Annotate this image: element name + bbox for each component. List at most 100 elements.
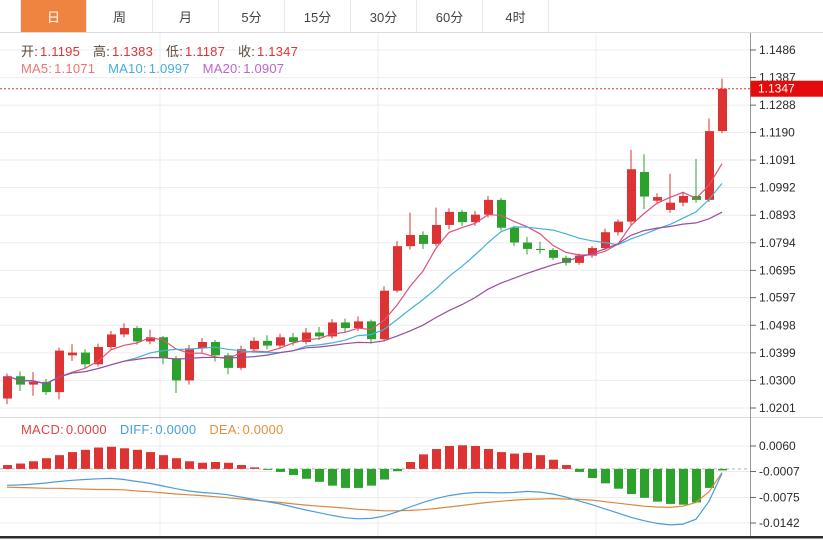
- candle-body: [627, 169, 636, 222]
- tab-m15[interactable]: 15分: [285, 0, 351, 32]
- candle-body: [588, 248, 597, 256]
- y-axis-label: 1.0794: [759, 236, 796, 250]
- tab-m5[interactable]: 5分: [219, 0, 285, 32]
- candle-body: [432, 224, 441, 244]
- ohlc-low: 低: 1.1187: [166, 44, 226, 59]
- macd-bar: [16, 463, 25, 469]
- macd-bar: [3, 465, 12, 469]
- tab-month[interactable]: 月: [153, 0, 219, 32]
- candle-body: [133, 328, 142, 342]
- candle-body: [367, 321, 376, 340]
- macd-bar: [523, 452, 532, 469]
- period-tabbar: 日周月 5分 15分 30分 60分 4时: [0, 0, 823, 33]
- tab-week[interactable]: 周: [87, 0, 153, 32]
- candle-body: [458, 211, 467, 223]
- candle-body: [250, 340, 259, 350]
- candle-body: [159, 337, 168, 359]
- tab-day[interactable]: 日: [20, 0, 87, 32]
- macd-bar: [185, 461, 194, 469]
- macd-bar: [55, 455, 64, 469]
- macd-bar: [627, 468, 636, 495]
- macd-bar: [640, 468, 649, 498]
- diff-line: [6, 473, 723, 526]
- y-axis-label: -0.0142: [759, 516, 800, 530]
- macd-bar: [367, 468, 376, 486]
- macd-bar: [146, 452, 155, 469]
- tab-h4[interactable]: 4时: [483, 0, 549, 32]
- macd-ind-dea: DEA: 0.0000: [209, 422, 284, 437]
- macd-bar: [679, 468, 688, 505]
- tab-m30[interactable]: 30分: [351, 0, 417, 32]
- candle-body: [3, 376, 12, 399]
- macd-bar: [120, 448, 129, 469]
- macd-ind-macd: MACD: 0.0000: [21, 422, 107, 437]
- dea-line: [6, 472, 723, 512]
- candle-body: [328, 322, 337, 337]
- candle-body: [146, 337, 155, 342]
- y-axis-label: 1.1288: [759, 98, 796, 112]
- candle-body: [172, 358, 181, 381]
- y-axis-label: 1.1091: [759, 153, 796, 167]
- macd-bar: [29, 461, 38, 469]
- candle-body: [419, 234, 428, 244]
- y-axis-label: -0.0007: [759, 465, 800, 479]
- y-axis-label: 1.0695: [759, 263, 796, 277]
- macd-bar: [172, 458, 181, 469]
- macd-bar: [653, 468, 662, 502]
- candle-body: [198, 341, 207, 349]
- macd-bar: [614, 468, 623, 489]
- candle-body: [55, 350, 64, 393]
- ohlc-open: 开: 1.1195: [21, 44, 81, 59]
- macd-bar: [588, 468, 597, 479]
- candle-body: [302, 332, 311, 342]
- candle-body: [679, 195, 688, 203]
- macd-bar: [419, 454, 428, 469]
- macd-bar: [237, 465, 246, 469]
- macd-bar: [289, 468, 298, 475]
- y-axis-label: 1.1486: [759, 43, 796, 57]
- macd-bar: [471, 446, 480, 469]
- y-axis-label: 1.0300: [759, 373, 796, 387]
- candle-body: [445, 211, 454, 225]
- macd-bar: [211, 462, 220, 469]
- candle-body: [224, 355, 233, 368]
- candle-body: [549, 250, 558, 258]
- y-axis-label: 1.0597: [759, 291, 796, 305]
- candle-body: [575, 255, 584, 263]
- macd-bar: [276, 468, 285, 472]
- macd-bar: [68, 452, 77, 469]
- candle-body: [380, 290, 389, 340]
- tab-m60[interactable]: 60分: [417, 0, 483, 32]
- candle-body: [107, 334, 116, 347]
- macd-bar: [94, 447, 103, 469]
- candle-body: [263, 340, 272, 346]
- ohlc-high: 高: 1.1383: [93, 44, 153, 59]
- macd-bar: [406, 462, 415, 469]
- candle-body: [211, 341, 220, 356]
- ma-readout: MA5: 1.1071 MA10: 1.0997 MA20: 1.0907: [21, 61, 297, 76]
- macd-bar: [159, 455, 168, 469]
- candle-body: [601, 232, 610, 249]
- macd-bar: [692, 468, 701, 503]
- macd-bar: [250, 467, 259, 469]
- macd-bar: [81, 449, 90, 469]
- candle-body: [705, 131, 714, 200]
- macd-bar: [575, 468, 584, 472]
- macd-bar: [601, 468, 610, 484]
- candle-body: [185, 348, 194, 381]
- macd-bar: [432, 449, 441, 469]
- bottom-bar: [0, 536, 823, 539]
- macd-bar: [445, 446, 454, 469]
- y-axis-label: 1.0201: [759, 401, 796, 415]
- candle-body: [81, 352, 90, 365]
- candle-body: [510, 227, 519, 243]
- macd-bar: [666, 468, 675, 504]
- macd-bar: [510, 453, 519, 469]
- candle-body: [562, 257, 571, 263]
- y-axis-label: 1.0992: [759, 181, 796, 195]
- candle-body: [276, 337, 285, 346]
- macd-bar: [198, 462, 207, 469]
- candle-body: [354, 321, 363, 329]
